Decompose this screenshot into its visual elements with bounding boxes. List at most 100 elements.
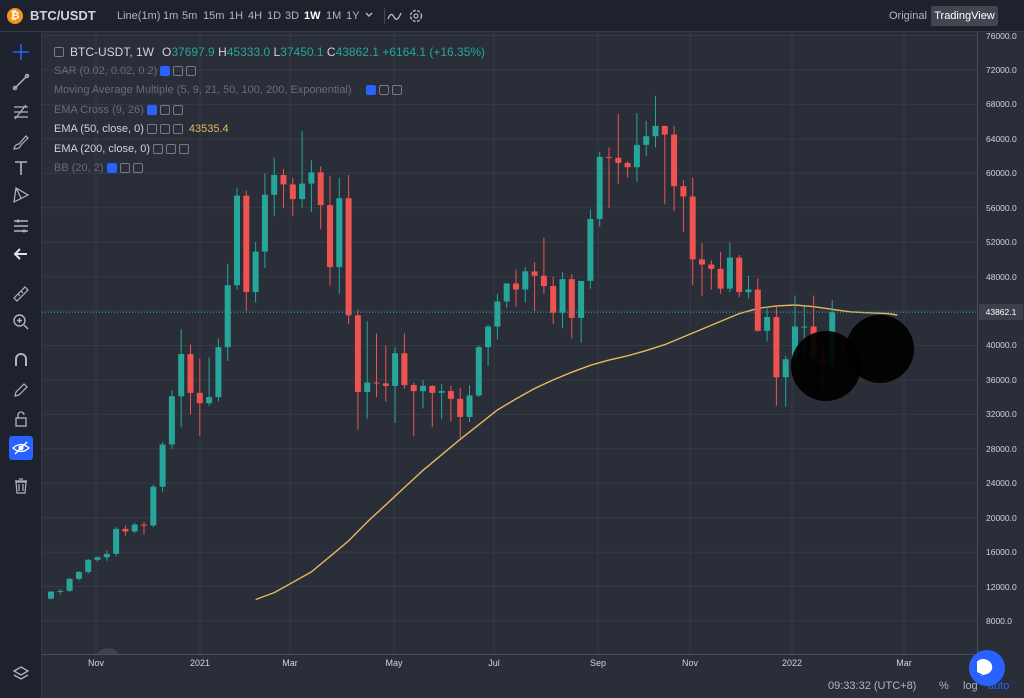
candle-body — [57, 590, 64, 592]
collapse-legend-icon[interactable] — [54, 46, 64, 57]
zoom-tool[interactable] — [9, 310, 33, 334]
log-scale-toggle[interactable]: log — [963, 680, 978, 692]
lock-tool[interactable] — [9, 407, 33, 431]
candle-body — [289, 184, 296, 200]
candle-body — [689, 196, 696, 260]
remove-icon[interactable] — [132, 163, 143, 174]
indicator-row-ema50: EMA (50, close, 0) 43535.4 — [54, 120, 614, 139]
indicator-name: EMA Cross (9, 26) — [54, 103, 144, 116]
chevron-down-icon[interactable] — [364, 7, 374, 23]
settings-icon[interactable] — [159, 104, 170, 115]
gear-icon[interactable] — [407, 7, 425, 25]
indicator-row-ma-multiple: Moving Average Multiple (5, 9, 21, 50, 1… — [54, 81, 614, 100]
crosshair-tool[interactable] — [9, 40, 33, 64]
trendline-tool[interactable] — [9, 70, 33, 94]
object-tree-tool[interactable] — [9, 662, 33, 686]
timeframe-4h[interactable]: 4H — [248, 10, 263, 22]
price-tick-label: 20000.0 — [986, 512, 1017, 523]
remove-icon[interactable] — [172, 124, 183, 135]
candle-body — [522, 271, 529, 290]
timeframe-1d[interactable]: 1D — [267, 10, 282, 22]
pencil-lock-icon — [14, 383, 28, 397]
candle-body — [661, 125, 668, 135]
candlestick-chart[interactable] — [42, 32, 977, 654]
clock-display[interactable]: 09:33:32 (UTC+8) — [828, 680, 917, 692]
remove-drawings-tool[interactable] — [9, 474, 33, 498]
visibility-icon[interactable] — [146, 124, 157, 135]
settings-icon[interactable] — [166, 143, 176, 154]
annotation-circle-right[interactable] — [846, 315, 914, 383]
timeframe-1w[interactable]: 1W — [304, 10, 321, 22]
candle-body — [773, 317, 780, 378]
timeframe-5m[interactable]: 5m — [182, 10, 198, 22]
candle-body — [308, 172, 315, 184]
grid-lines — [42, 32, 977, 654]
candle-body — [327, 205, 333, 268]
timeframe-15m[interactable]: 15m — [203, 10, 225, 22]
candle-body — [643, 136, 650, 145]
text-icon — [15, 161, 27, 175]
pattern-tool[interactable] — [9, 183, 33, 207]
settings-icon[interactable] — [378, 85, 389, 96]
candle-body — [150, 486, 157, 526]
remove-icon[interactable] — [172, 104, 183, 115]
annotation-circle-left[interactable] — [791, 331, 861, 401]
timeframe-1m[interactable]: 1m — [163, 10, 179, 22]
time-tick-label: 2021 — [189, 658, 211, 668]
price-tick-label: 12000.0 — [986, 581, 1017, 592]
indicator-name: EMA (50, close, 0) — [54, 123, 144, 136]
percent-scale-toggle[interactable]: % — [939, 680, 949, 692]
visibility-icon[interactable] — [153, 143, 163, 154]
time-axis[interactable]: Nov 2021 Mar May Jul Sep Nov 2022 Mar — [42, 654, 977, 674]
settings-icon[interactable] — [119, 163, 130, 174]
original-view-button[interactable]: Original — [889, 10, 927, 22]
back-arrow-tool[interactable] — [9, 242, 33, 266]
candle-body — [252, 251, 259, 293]
timeframe-3d[interactable]: 3D — [285, 10, 300, 22]
candle-body — [113, 528, 120, 554]
candle-body — [66, 578, 73, 591]
candle-body — [392, 353, 399, 386]
brush-icon — [13, 135, 29, 150]
chart-style-icon[interactable] — [386, 7, 404, 25]
forecast-tool[interactable] — [9, 214, 33, 238]
chevron-down-icon[interactable] — [355, 85, 363, 95]
magnet-tool[interactable] — [9, 348, 33, 372]
candle-body — [141, 524, 147, 526]
price-axis[interactable]: 76000.0 72000.0 68000.0 64000.0 60000.0 56000… — [977, 31, 1024, 654]
tradingview-view-button[interactable]: TradingView — [931, 6, 998, 26]
candle-body — [280, 174, 287, 185]
visibility-icon[interactable] — [160, 66, 171, 77]
close-label: C — [326, 44, 336, 59]
hide-drawings-tool[interactable] — [9, 436, 33, 460]
time-tick-label: Nov — [87, 658, 105, 668]
visibility-icon[interactable] — [146, 104, 157, 115]
chart-plot-area[interactable] — [42, 32, 977, 654]
chat-support-button[interactable] — [969, 650, 1005, 686]
timeframe-1mo[interactable]: 1M — [326, 10, 342, 22]
fib-tool[interactable] — [9, 100, 33, 124]
timeframe-line1m[interactable]: Line(1m) — [117, 10, 161, 22]
remove-icon[interactable] — [391, 85, 402, 96]
symbol-label[interactable]: BTC/USDT — [30, 8, 96, 23]
timeframe-1h[interactable]: 1H — [229, 10, 244, 22]
brush-tool[interactable] — [9, 130, 33, 154]
layers-icon — [12, 666, 30, 680]
ruler-tool[interactable] — [9, 282, 33, 306]
visibility-icon[interactable] — [365, 85, 376, 96]
candle-body — [671, 134, 678, 187]
btc-logo-icon: ₿ — [7, 8, 23, 24]
timeframe-1y[interactable]: 1Y — [346, 10, 360, 22]
settings-icon[interactable] — [159, 124, 170, 135]
top-toolbar: ₿ BTC/USDT Line(1m) 1m 5m 15m 1H 4H 1D 3… — [0, 0, 1024, 32]
visibility-icon[interactable] — [106, 163, 117, 174]
remove-icon[interactable] — [186, 66, 197, 77]
remove-icon[interactable] — [179, 143, 189, 154]
settings-icon[interactable] — [173, 66, 184, 77]
candle-body — [48, 591, 54, 599]
chart-legend: BTC-USDT, 1W O37697.9 H45333.0 L37450.1 … — [54, 42, 614, 178]
text-tool[interactable] — [9, 156, 33, 180]
candle-body — [457, 398, 464, 417]
candle-body — [792, 326, 798, 360]
stay-drawing-tool[interactable] — [9, 378, 33, 402]
